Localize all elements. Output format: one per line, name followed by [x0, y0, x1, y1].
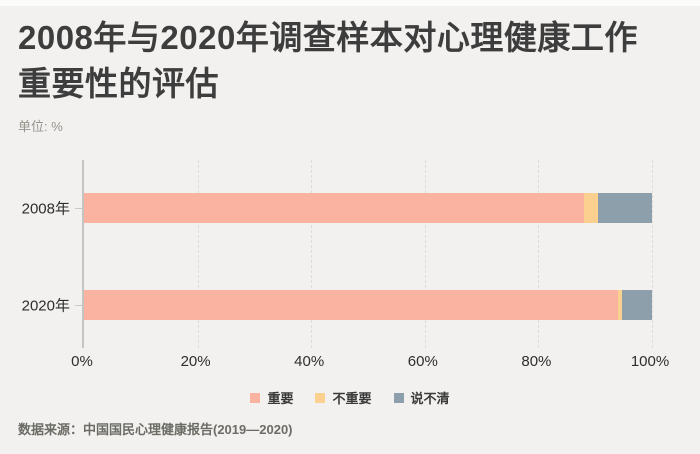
bar-segment-重要: [84, 290, 618, 320]
y-axis-label: 2020年: [21, 297, 70, 315]
chart-title-line1: 2008年与2020年调查样本对心理健康工作: [18, 19, 638, 56]
gridline-20: [197, 160, 199, 348]
legend-swatch-icon: [315, 392, 326, 403]
unit-label: 单位: %: [18, 119, 63, 134]
bar-segment-不重要: [583, 193, 599, 223]
top-strip: [0, 0, 700, 6]
chart-title: 2008年与2020年调查样本对心理健康工作 重要性的评估: [18, 15, 686, 107]
x-axis: 0% 20% 40% 60% 80% 100%: [71, 353, 669, 371]
legend-label: 不重要: [332, 391, 372, 406]
x-tick-label: 60%: [407, 353, 438, 370]
y-axis-tick: [75, 305, 82, 306]
bar-segment-重要: [84, 193, 584, 223]
legend-label: 说不清: [410, 391, 450, 406]
x-tick-label: 20%: [180, 353, 211, 370]
gridline-40: [311, 160, 313, 348]
x-tick-label: 80%: [521, 353, 552, 370]
legend-item-说不清: 说不清: [393, 388, 450, 407]
gridline-60: [424, 160, 426, 348]
plot-area: [82, 160, 653, 348]
bar-segment-不重要: [617, 290, 623, 320]
x-tick-label: 0%: [71, 353, 93, 370]
legend-swatch-icon: [250, 392, 261, 403]
y-axis-label: 2008年: [21, 200, 70, 218]
gridline-80: [538, 160, 540, 348]
bar-segment-说不清: [598, 193, 652, 223]
stacked-bar-2020年: [84, 290, 652, 320]
x-tick-label: 40%: [294, 353, 325, 370]
bar-segment-说不清: [622, 290, 652, 320]
legend-swatch-icon: [393, 392, 404, 403]
y-axis-tick: [75, 208, 82, 209]
legend-item-重要: 重要: [250, 388, 293, 407]
data-source: 数据来源：中国国民心理健康报告(2019—2020): [18, 422, 293, 437]
legend-label: 重要: [267, 391, 294, 406]
stacked-bar-2008年: [84, 193, 652, 223]
chart-title-line2: 重要性的评估: [18, 65, 219, 102]
x-tick-label: 100%: [630, 353, 670, 370]
legend: 重要 不重要 说不清: [0, 388, 700, 407]
legend-item-不重要: 不重要: [315, 388, 372, 407]
gridline-100: [652, 160, 653, 348]
